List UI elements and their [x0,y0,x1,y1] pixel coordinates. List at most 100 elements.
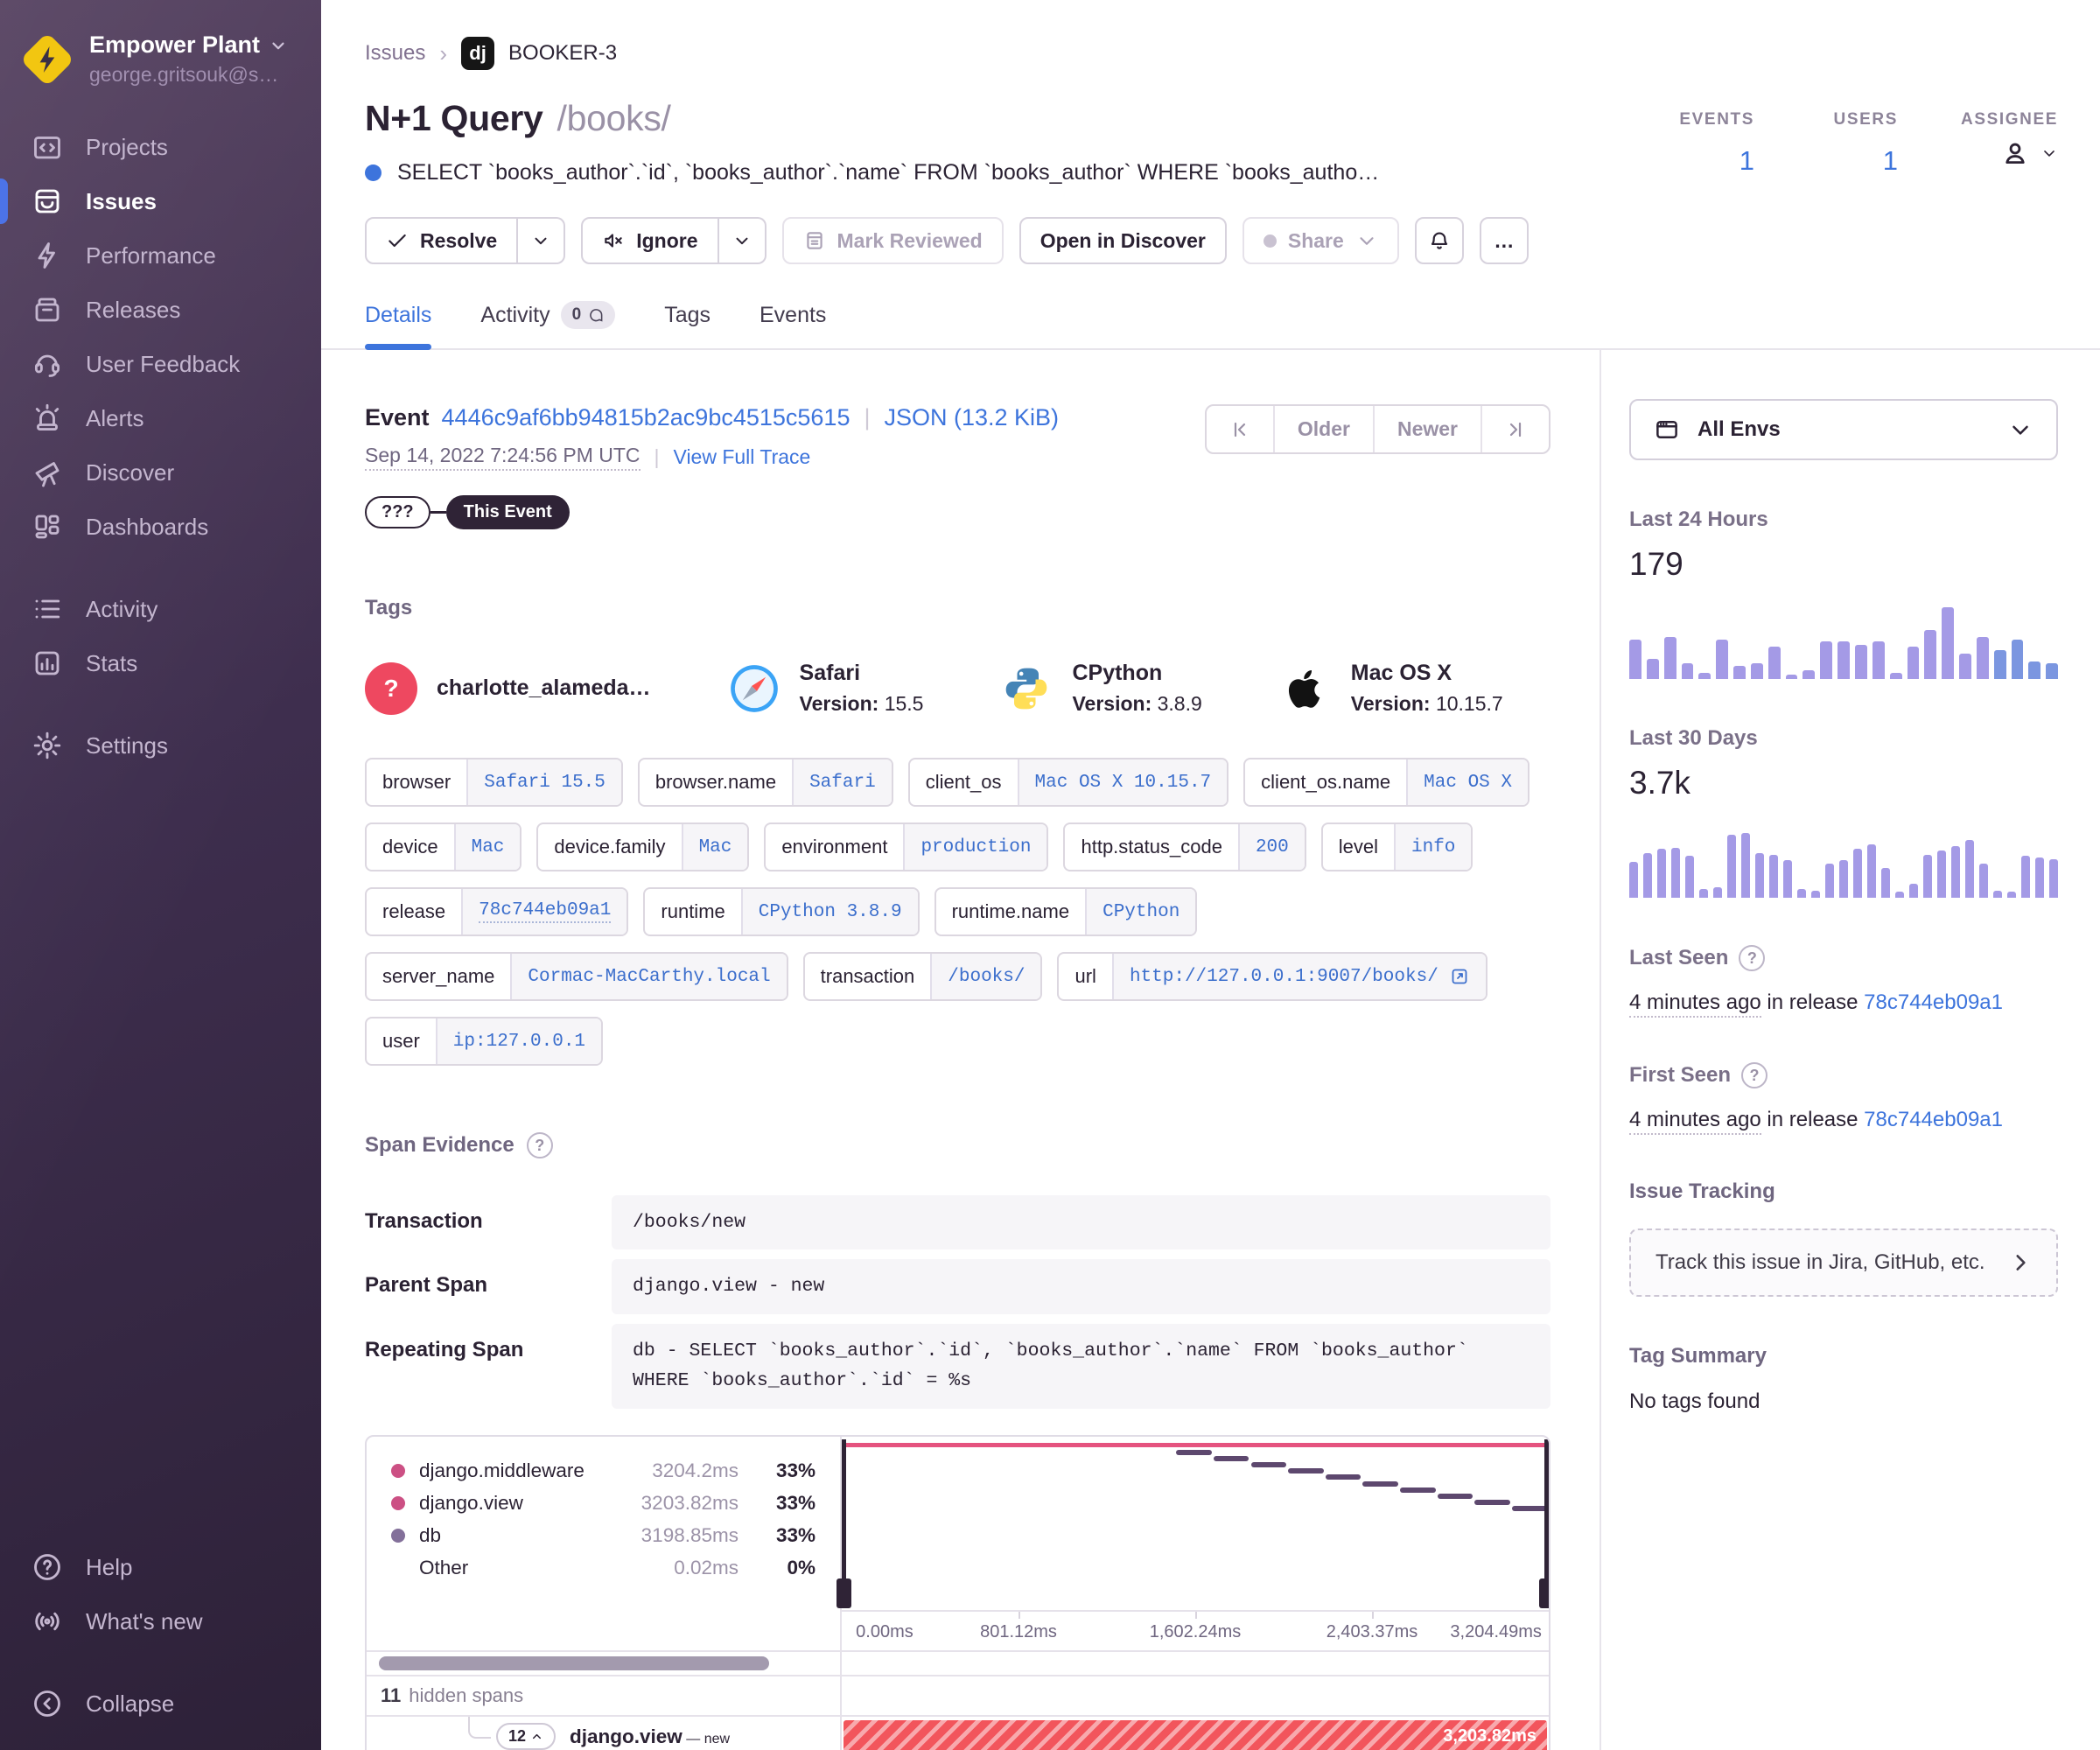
tag-pill-runtime-name[interactable]: runtime.name CPython [934,887,1198,936]
breadcrumb-issues[interactable]: Issues [365,41,426,65]
resolve-button[interactable]: Resolve [365,217,519,264]
tag-pill-browser-name[interactable]: browser.name Safari [637,758,893,807]
first-seen-release-link[interactable]: 78c744eb09a1 [1864,1108,2003,1131]
tag-value[interactable]: /books/ [930,954,1041,999]
sidebar-item-performance[interactable]: Performance [0,228,321,283]
open-in-discover-button[interactable]: Open in Discover [1018,217,1227,264]
minimap-right-handle[interactable] [1539,1438,1549,1608]
tag-pill-runtime[interactable]: runtime CPython 3.8.9 [643,887,920,936]
tag-value[interactable]: Mac [453,824,521,870]
sidebar-item-discover[interactable]: Discover [0,445,321,500]
sidebar-item-help[interactable]: Help [0,1540,321,1594]
tag-pill-server-name[interactable]: server_name Cormac-MacCarthy.local [365,952,788,1001]
more-actions-button[interactable]: … [1479,217,1529,264]
featured-tag-mac-os-x[interactable]: Mac OS X Version: 10.15.7 [1279,661,1503,716]
environment-selector[interactable]: All Envs [1629,399,2058,460]
tag-value[interactable]: production [903,824,1047,870]
help-circle-icon[interactable]: ? [1741,1062,1768,1088]
help-icon [32,1551,63,1583]
assignee-dropdown[interactable] [1961,138,2058,168]
settings-icon [32,730,63,761]
tag-pill-transaction[interactable]: transaction/books/ [802,952,1043,1001]
tag-value[interactable]: Safari 15.5 [466,760,621,805]
users-count[interactable]: 1 [1882,145,1898,176]
tag-pill-device[interactable]: device Mac [365,822,522,872]
span-duration-bar[interactable]: 3,203.82ms [844,1719,1547,1750]
tab-activity[interactable]: Activity 0 [480,301,616,348]
breadcrumb-project[interactable]: BOOKER-3 [508,41,618,65]
event-json-link[interactable]: JSON (13.2 KiB) [884,404,1060,430]
featured-tag-safari[interactable]: Safari Version: 15.5 [728,661,924,716]
trace-unknown-pill[interactable]: ??? [365,496,430,528]
tab-events[interactable]: Events [760,301,826,348]
sidebar-item-issues[interactable]: Issues [0,174,321,228]
tag-pill-level[interactable]: level info [1320,822,1474,872]
help-circle-icon[interactable]: ? [526,1132,553,1158]
tag-pill-release[interactable]: release 78c744eb09a1 [365,887,629,936]
sidebar-item-collapse[interactable]: Collapse [0,1676,321,1731]
tag-pill-url[interactable]: url http://127.0.0.1:9007/books/ [1057,952,1488,1001]
sidebar-item-user-feedback[interactable]: User Feedback [0,337,321,391]
tag-value[interactable]: info [1394,824,1472,870]
mark-reviewed-button[interactable]: Mark Reviewed [781,217,1004,264]
sidebar-item-releases[interactable]: Releases [0,283,321,337]
org-switcher[interactable]: Empower Plant george.gritsouk@s… [0,0,321,95]
issue-tracking-button[interactable]: Track this issue in Jira, GitHub, etc. [1629,1228,2058,1297]
scrollbar-thumb[interactable] [379,1656,769,1670]
tag-pill-environment[interactable]: environment production [764,822,1049,872]
tag-value[interactable]: Mac OS X 10.15.7 [1017,760,1228,805]
subscribe-button[interactable] [1414,217,1464,264]
featured-tag-cpython[interactable]: CPython Version: 3.8.9 [1000,661,1202,716]
tag-pill-browser[interactable]: browser Safari 15.5 [365,758,623,807]
tag-pill-http-status-code[interactable]: http.status_code 200 [1063,822,1306,872]
tag-value[interactable]: 200 [1237,824,1305,870]
newest-event-button[interactable] [1480,406,1549,452]
histogram-bar [1681,662,1694,679]
tag-value[interactable]: ip:127.0.0.1 [435,1018,602,1064]
sidebar-item-alerts[interactable]: Alerts [0,391,321,445]
featured-tag-version: Version: 15.5 [799,692,924,715]
oldest-event-button[interactable] [1207,406,1273,452]
sidebar-item-dashboards[interactable]: Dashboards [0,500,321,554]
newer-event-button[interactable]: Newer [1372,406,1480,452]
hidden-spans-row-top[interactable]: 11 hidden spans [367,1674,1549,1715]
tab-details[interactable]: Details [365,301,432,350]
help-circle-icon[interactable]: ? [1739,945,1766,971]
sidebar-item-projects[interactable]: Projects [0,120,321,174]
tag-value[interactable]: CPython [1085,889,1196,934]
tab-tags[interactable]: Tags [664,301,710,348]
view-full-trace-link[interactable]: View Full Trace [673,445,811,468]
org-name: Empower Plant [89,32,261,58]
tag-value[interactable]: Mac OS X [1406,760,1528,805]
featured-tag-charlotte-alameda[interactable]: ? charlotte_alameda… [365,662,651,715]
tag-value[interactable]: Cormac-MacCarthy.local [510,954,787,999]
histogram-bar [1698,673,1712,679]
tag-value[interactable]: 78c744eb09a1 [461,889,627,934]
sidebar-item-stats[interactable]: Stats [0,636,321,690]
featured-tag-name: charlotte_alameda… [437,676,651,700]
tag-pill-client-os[interactable]: client_os Mac OS X 10.15.7 [907,758,1229,807]
tag-value[interactable]: CPython 3.8.9 [740,889,918,934]
ignore-button[interactable]: Ignore [581,217,719,264]
tag-pill-client-os-name[interactable]: client_os.name Mac OS X [1243,758,1530,807]
tag-value[interactable]: Mac [681,824,748,870]
ignore-dropdown-button[interactable] [718,217,766,264]
older-event-button[interactable]: Older [1272,406,1373,452]
span-group-row[interactable]: 12 django.view — new 3,203.82ms [367,1714,1549,1750]
sidebar-item-activity[interactable]: Activity [0,582,321,636]
chevron-down-icon [1360,237,1374,245]
tag-value[interactable]: Safari [792,760,892,805]
share-button[interactable]: Share [1242,217,1399,264]
event-id-link[interactable]: 4446c9af6bb94815b2ac9bc4515c5615 [441,404,850,430]
collapse-group-badge[interactable]: 12 [496,1723,556,1750]
resolve-dropdown-button[interactable] [518,217,566,264]
sidebar-item-what-s-new[interactable]: What's new [0,1594,321,1648]
this-event-pill[interactable]: This Event [445,495,570,529]
minimap-left-handle[interactable] [836,1438,851,1608]
sidebar-item-settings[interactable]: Settings [0,718,321,773]
tag-value[interactable]: http://127.0.0.1:9007/books/ [1111,954,1486,999]
events-count[interactable]: 1 [1739,145,1754,176]
tag-pill-user[interactable]: user ip:127.0.0.1 [365,1017,604,1066]
last-seen-release-link[interactable]: 78c744eb09a1 [1864,990,2003,1014]
tag-pill-device-family[interactable]: device.family Mac [536,822,750,872]
